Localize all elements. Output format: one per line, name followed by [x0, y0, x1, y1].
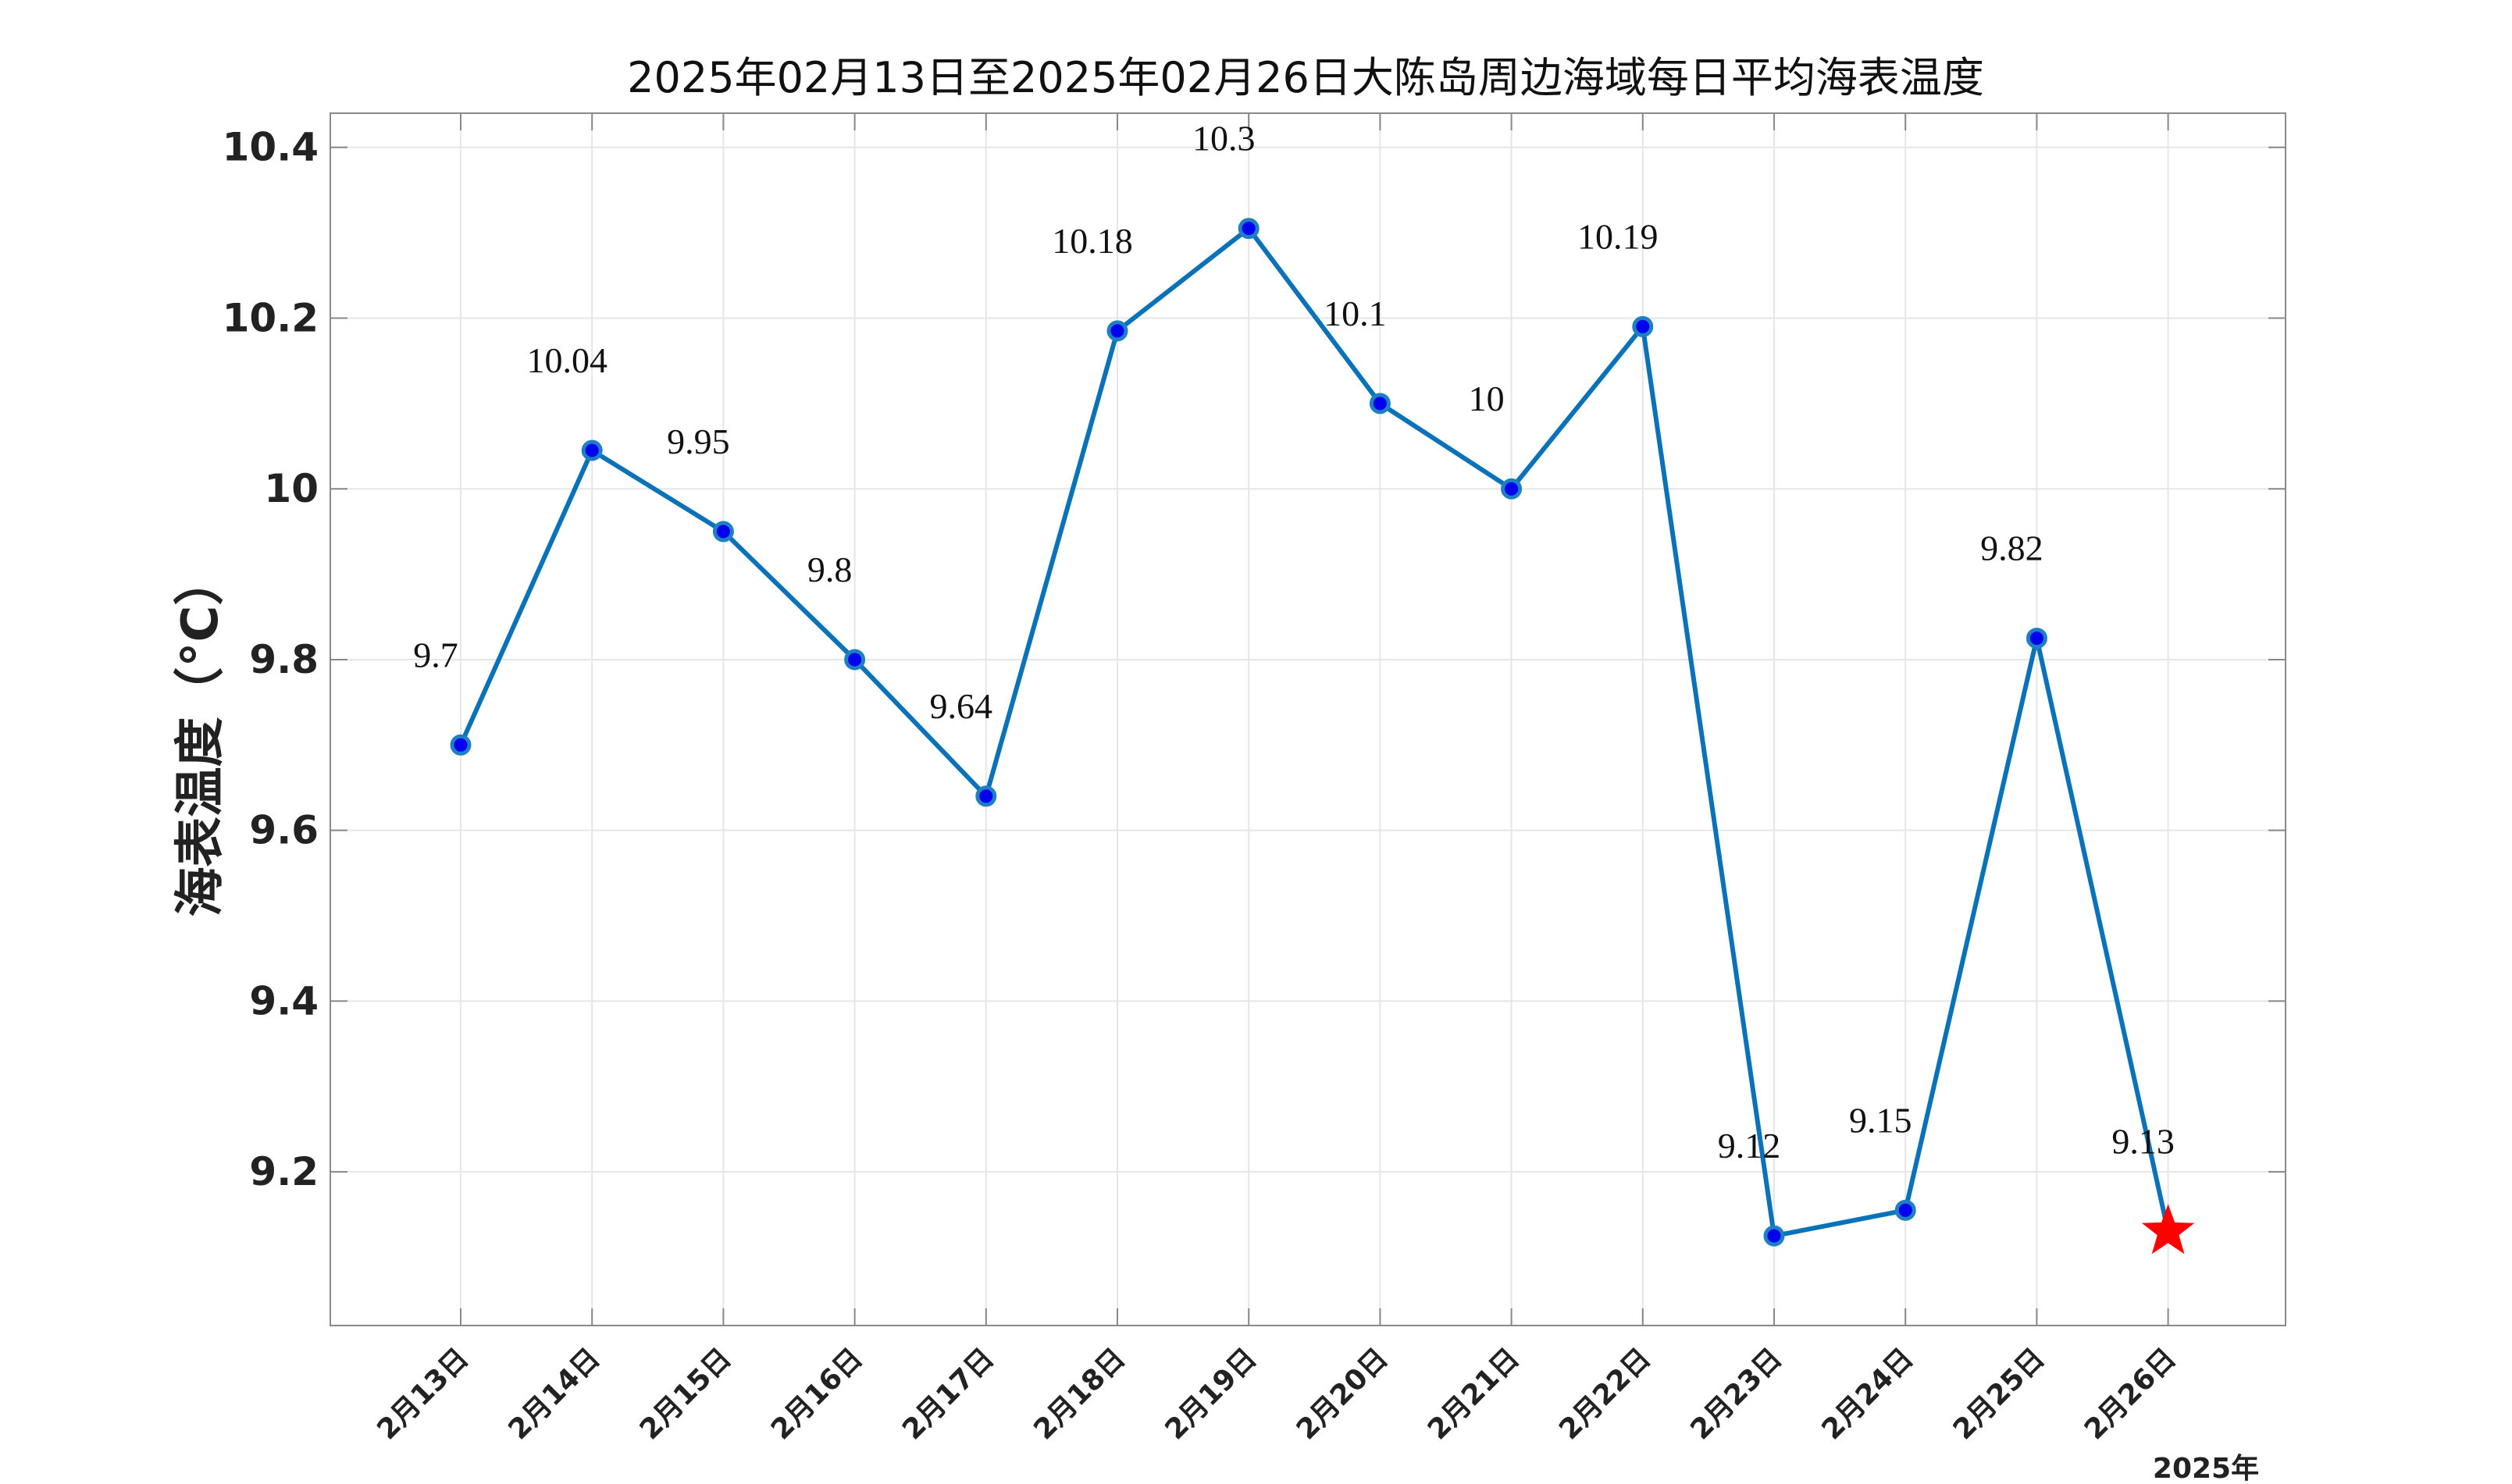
y-tick-label: 9.6	[249, 808, 319, 853]
data-point-marker	[1763, 1225, 1785, 1247]
y-tick-label: 9.8	[249, 637, 319, 682]
data-label: 10.19	[1577, 216, 1659, 256]
data-label: 9.13	[2111, 1122, 2175, 1162]
y-tick-label: 9.4	[249, 978, 319, 1023]
data-point-marker	[450, 734, 472, 756]
data-label: 10.1	[1324, 294, 1387, 333]
data-label: 9.8	[807, 550, 853, 589]
data-point-marker	[844, 649, 866, 671]
data-label: 9.12	[1718, 1126, 1781, 1165]
data-point-marker	[975, 785, 997, 807]
y-tick-label: 10.2	[223, 295, 319, 340]
y-tick-label: 10.4	[223, 125, 319, 170]
y-tick-label: 9.2	[249, 1149, 319, 1194]
chart-title: 2025年02月13日至2025年02月26日大陈岛周边海域每日平均海表温度	[627, 53, 1984, 102]
latest-point-star-marker	[2141, 1204, 2195, 1254]
data-point-marker	[1894, 1199, 1916, 1221]
data-label: 9.64	[930, 686, 993, 726]
data-point-marker	[2026, 628, 2047, 649]
data-labels: 9.7 10.04 9.95 9.8 9.64 10.18 10.3 10.1 10 10.19 9…	[413, 119, 2175, 1166]
grid-lines	[330, 113, 2286, 1326]
data-label: 9.95	[667, 422, 730, 461]
data-point-marker	[1369, 393, 1391, 415]
data-point-marker	[581, 440, 603, 461]
data-label: 10.04	[526, 340, 608, 380]
data-label: 9.82	[1980, 528, 2043, 568]
axis-ticks	[330, 113, 2286, 1326]
data-point-marker	[1106, 320, 1128, 342]
y-axis-label: 海表温度（°C）	[172, 556, 230, 917]
data-point-markers	[450, 218, 2195, 1254]
temperature-series-line	[458, 226, 2171, 1239]
plot-area-frame	[330, 112, 2286, 1326]
data-point-marker	[1238, 218, 1260, 240]
y-tick-label: 10	[264, 466, 319, 511]
y-tick-labels: 9.2 9.4 9.6 9.8 10 10.2 10.4	[223, 125, 319, 1194]
x-axis-year-label: 2025年	[2153, 1453, 2259, 1484]
data-point-marker	[1501, 478, 1523, 500]
data-point-marker	[1632, 315, 1654, 337]
data-label: 10	[1469, 379, 1505, 418]
data-label: 10.18	[1052, 221, 1133, 261]
data-point-marker	[712, 521, 734, 543]
data-label: 9.7	[413, 635, 458, 674]
data-label: 10.3	[1192, 119, 1256, 158]
data-label: 9.15	[1849, 1100, 1912, 1140]
